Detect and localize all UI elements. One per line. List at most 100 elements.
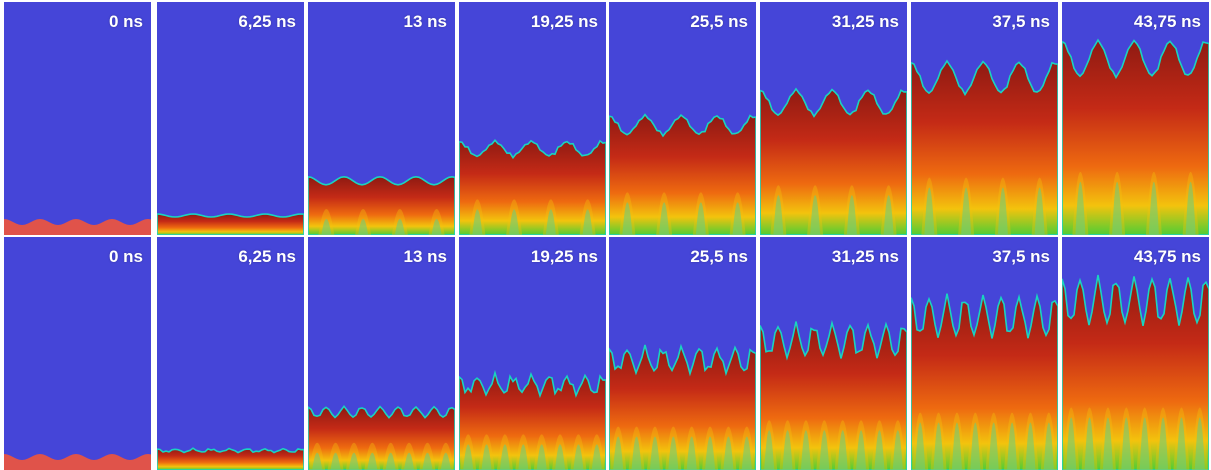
- jet-spike: [930, 412, 947, 470]
- light-fluid-region: [157, 237, 304, 470]
- panel: 43,75 ns: [1062, 2, 1209, 235]
- jet-spike: [732, 202, 743, 235]
- jet-spike: [506, 199, 523, 235]
- jet-spike: [773, 195, 784, 235]
- jet-spike: [318, 208, 335, 235]
- jet-spike: [330, 452, 341, 470]
- time-label: 31,25 ns: [831, 12, 899, 31]
- jet-spike: [1173, 407, 1190, 470]
- jet-spike: [779, 420, 796, 470]
- jet-spike: [810, 195, 821, 235]
- jet-spike: [912, 412, 929, 470]
- jet-spike: [309, 442, 326, 470]
- time-label: 19,25 ns: [530, 12, 598, 31]
- jet-spike: [705, 436, 716, 470]
- time-label: 31,25 ns: [831, 247, 899, 266]
- jet-spike: [686, 436, 697, 470]
- panel-image: [609, 2, 756, 235]
- jet-spike: [570, 434, 587, 470]
- jet-spike: [770, 185, 787, 235]
- jet-spike: [364, 442, 381, 470]
- jet-spike: [702, 426, 719, 470]
- jet-spike: [1145, 171, 1162, 235]
- time-label: 6,25 ns: [238, 247, 296, 266]
- jet-spike: [683, 426, 700, 470]
- panel-image: [760, 2, 907, 235]
- time-label: 0 ns: [108, 247, 143, 266]
- jet-spike: [628, 426, 645, 470]
- jet-spike: [958, 177, 975, 235]
- jet-spike: [419, 442, 436, 470]
- jet-spike: [915, 422, 926, 470]
- jet-spike: [807, 185, 824, 235]
- jet-spike: [1066, 417, 1077, 470]
- jet-spike: [720, 426, 737, 470]
- jet-spike: [345, 442, 362, 470]
- mixing-front: [760, 319, 907, 470]
- jet-spike: [472, 209, 483, 235]
- jet-spike: [665, 426, 682, 470]
- jet-spike: [610, 426, 627, 470]
- time-label: 37,5 ns: [992, 247, 1050, 266]
- time-label: 43,75 ns: [1133, 247, 1201, 266]
- time-label: 13 ns: [403, 247, 447, 266]
- heavy-fluid-region: [157, 448, 304, 470]
- jet-spike: [1043, 422, 1054, 470]
- jet-spike: [481, 444, 492, 470]
- panel: 6,25 ns: [157, 237, 304, 470]
- jet-spike: [819, 430, 830, 470]
- jet-spike: [846, 195, 857, 235]
- panel-image: [459, 2, 606, 235]
- jet-spike: [552, 434, 569, 470]
- jet-spike: [782, 430, 793, 470]
- panel-image: [911, 237, 1058, 470]
- jet-spike: [355, 208, 372, 235]
- jet-spike: [695, 202, 706, 235]
- light-fluid-region: [4, 2, 151, 235]
- panel: 19,25 ns: [459, 237, 606, 470]
- row-multi-mode: 0 ns 6,25 ns 13 ns 19,25 ns 25,5 ns 31,2…: [0, 237, 1211, 470]
- jet-spike: [1121, 417, 1132, 470]
- panel: 13 ns: [308, 237, 455, 470]
- panel: 25,5 ns: [609, 2, 756, 235]
- panel-image: [308, 2, 455, 235]
- jet-spike: [518, 444, 529, 470]
- heavy-fluid-region: [308, 176, 455, 235]
- panel: 43,75 ns: [1062, 237, 1209, 470]
- jet-spike: [499, 444, 510, 470]
- jet-spike: [1158, 417, 1169, 470]
- jet-spike: [478, 434, 495, 470]
- time-label: 6,25 ns: [238, 12, 296, 31]
- jet-spike: [367, 452, 378, 470]
- jet-spike: [880, 185, 897, 235]
- heavy-fluid-region: [760, 321, 907, 470]
- time-label: 43,75 ns: [1133, 12, 1201, 31]
- jet-spike: [856, 430, 867, 470]
- jet-spike: [1007, 422, 1018, 470]
- heavy-fluid-region: [459, 140, 606, 235]
- panel: 31,25 ns: [760, 237, 907, 470]
- jet-spike: [591, 444, 602, 470]
- jet-spike: [1182, 171, 1199, 235]
- heavy-fluid-region: [1062, 40, 1209, 235]
- jet-spike: [837, 430, 848, 470]
- jet-spike: [348, 452, 359, 470]
- heavy-fluid-region: [459, 372, 606, 470]
- heavy-fluid-region: [1062, 275, 1209, 470]
- jet-spike: [997, 187, 1008, 235]
- time-label: 37,5 ns: [992, 12, 1050, 31]
- jet-spike: [1176, 417, 1187, 470]
- mixing-front: [1062, 38, 1209, 235]
- jet-spike: [874, 430, 885, 470]
- time-label: 0 ns: [108, 12, 143, 31]
- jet-spike: [834, 420, 851, 470]
- jet-spike: [871, 420, 888, 470]
- mixing-front: [308, 404, 455, 470]
- jet-spike: [1185, 181, 1196, 235]
- time-label: 25,5 ns: [690, 247, 748, 266]
- panel-image: [308, 237, 455, 470]
- jet-spike: [619, 192, 636, 235]
- heavy-fluid-region: [609, 114, 756, 235]
- jet-spike: [970, 422, 981, 470]
- jet-spike: [312, 452, 323, 470]
